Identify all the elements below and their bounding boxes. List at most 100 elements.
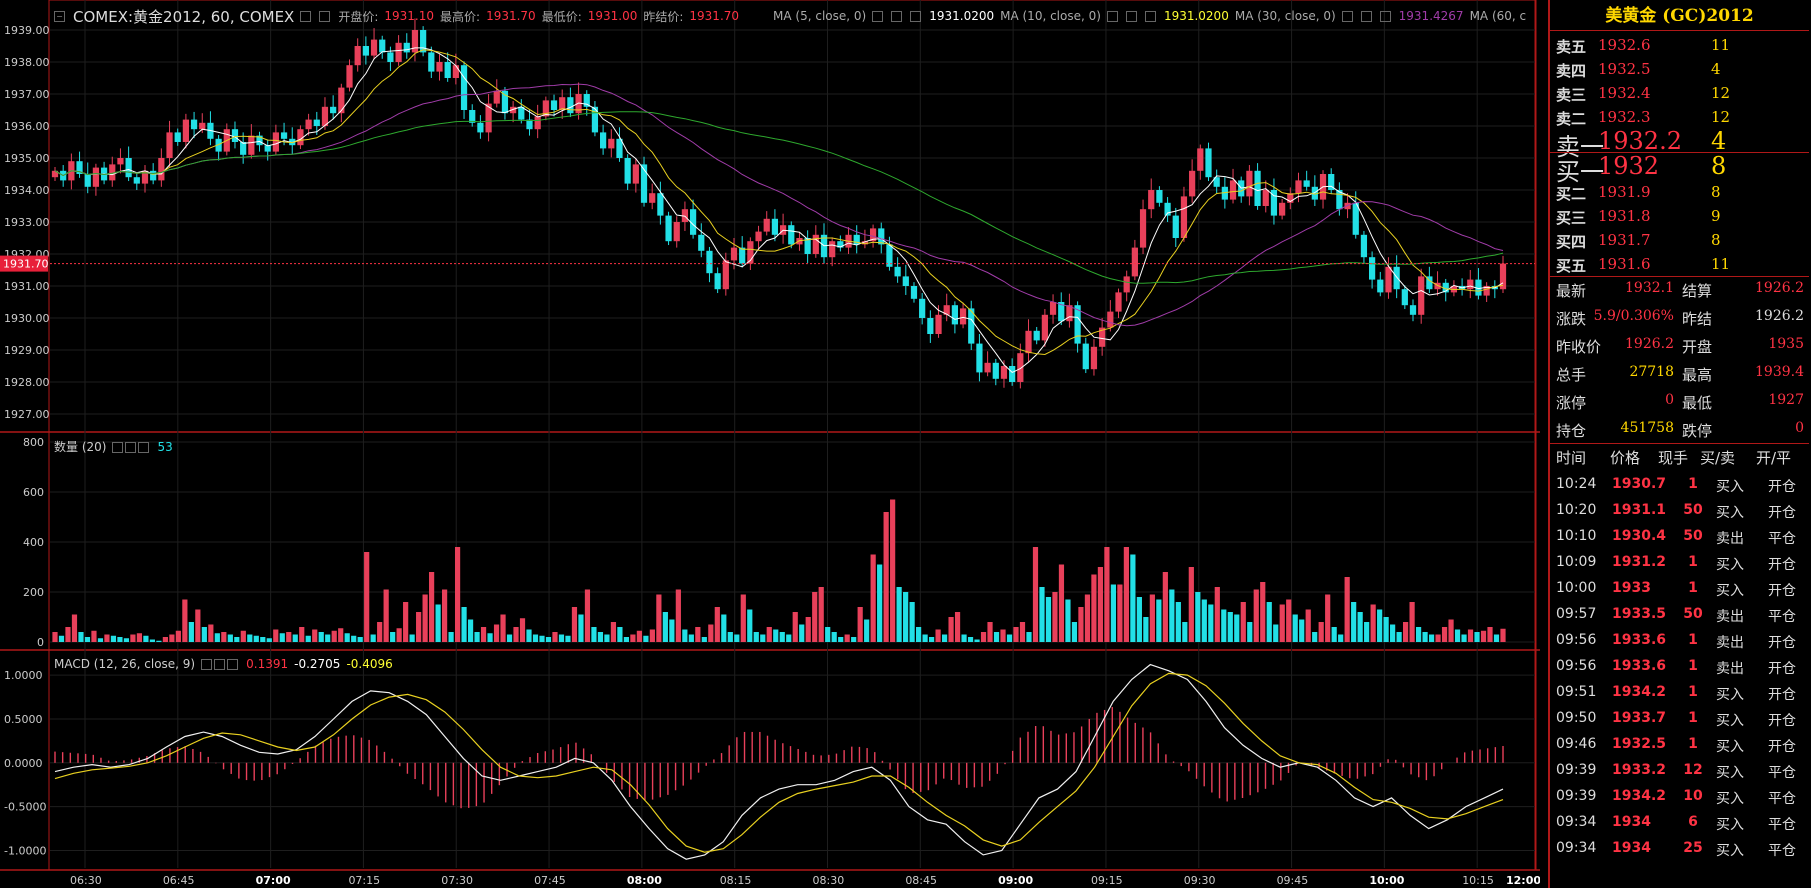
trade-row[interactable]: 09:39 1933.2 12 买入 平仓 xyxy=(1556,762,1806,788)
chart-area[interactable]: 1939.00 1938.00 1937.00 1936.00 1935.00 1934.… xyxy=(0,0,1540,888)
trades-header: 时间 价格 现手 买/卖 开/平 xyxy=(1550,447,1809,469)
stat-k2: 跌停 xyxy=(1682,422,1713,440)
candle xyxy=(559,97,566,110)
trade-row[interactable]: 10:10 1930.4 50 卖出 平仓 xyxy=(1556,528,1806,554)
volume-bar xyxy=(480,627,487,642)
trade-o: 开仓 xyxy=(1768,635,1796,651)
candle xyxy=(1401,289,1408,306)
trade-o: 开仓 xyxy=(1768,661,1796,677)
main-chart-svg[interactable]: 1939.00 1938.00 1937.00 1936.00 1935.00 1934.… xyxy=(0,0,1540,888)
ask-row-qty: 12 xyxy=(1711,108,1731,126)
ask-row-price: 1932.6 xyxy=(1598,36,1651,54)
settings-icon[interactable] xyxy=(201,659,213,670)
candle xyxy=(804,238,811,254)
candle xyxy=(1336,190,1343,210)
visibility-icon[interactable] xyxy=(319,10,331,22)
candle xyxy=(1025,330,1032,354)
macd-value-3: -0.4096 xyxy=(346,657,393,671)
candle xyxy=(1483,286,1490,296)
volume-bar xyxy=(993,632,1000,642)
settings-icon[interactable] xyxy=(300,10,312,22)
volume-bar xyxy=(279,633,285,642)
candle xyxy=(1385,266,1392,293)
volume-bar xyxy=(286,632,292,642)
settings-icon[interactable] xyxy=(112,441,124,453)
close-icon[interactable] xyxy=(227,659,239,670)
stat-row: 涨跌 5.9/0.306% 昨结 1926.2 xyxy=(1556,308,1806,334)
visibility-icon[interactable] xyxy=(891,10,903,22)
settings-icon[interactable] xyxy=(1341,10,1353,22)
ask-row[interactable]: 卖二 1932.3 12 xyxy=(1556,108,1806,131)
volume-bar xyxy=(1032,547,1039,642)
ma30-value: 1931.4267 xyxy=(1398,9,1464,23)
volume-bar xyxy=(1195,592,1201,642)
trade-row[interactable]: 10:20 1931.1 50 买入 开仓 xyxy=(1556,502,1806,528)
trade-row[interactable]: 10:00 1933 1 买入 开仓 xyxy=(1556,580,1806,606)
volume-bar xyxy=(1234,614,1240,642)
volume-bar xyxy=(1403,622,1409,642)
ask-row-best[interactable]: 卖一 1932.2 4 xyxy=(1556,127,1806,161)
close-icon[interactable] xyxy=(1144,10,1156,22)
trade-p: 1932.5 xyxy=(1612,736,1667,752)
volume-bar xyxy=(695,627,701,642)
trade-row[interactable]: 09:46 1932.5 1 买入 开仓 xyxy=(1556,736,1806,762)
candle xyxy=(1131,247,1138,277)
trade-row[interactable]: 09:56 1933.6 1 卖出 开仓 xyxy=(1556,632,1806,658)
volume-bar xyxy=(974,639,980,642)
candle xyxy=(452,65,459,78)
visibility-icon[interactable] xyxy=(1125,10,1137,22)
volume-bar xyxy=(1480,630,1487,642)
candle xyxy=(591,106,599,133)
candle xyxy=(910,286,918,299)
collapse-icon[interactable]: − xyxy=(54,10,65,22)
trade-row[interactable]: 09:39 1934.2 10 买入 平仓 xyxy=(1556,788,1806,814)
visibility-icon[interactable] xyxy=(1360,10,1372,22)
ask-row[interactable]: 卖五 1932.6 11 xyxy=(1556,36,1806,59)
ask-row[interactable]: 卖三 1932.4 12 xyxy=(1556,84,1806,107)
volume-bar xyxy=(526,629,532,642)
stat-k2: 开盘 xyxy=(1682,338,1713,356)
time-tick-label: 06:45 xyxy=(163,874,195,887)
settings-icon[interactable] xyxy=(872,10,884,22)
bid-row[interactable]: 买五 1931.6 11 xyxy=(1556,255,1806,278)
trade-row[interactable]: 09:50 1933.7 1 买入 开仓 xyxy=(1556,710,1806,736)
ask-row-qty: 11 xyxy=(1711,36,1731,54)
visibility-icon[interactable] xyxy=(125,441,137,453)
candle xyxy=(190,119,198,130)
trade-row[interactable]: 10:09 1931.2 1 买入 开仓 xyxy=(1556,554,1806,580)
trade-row[interactable]: 09:56 1933.6 1 卖出 开仓 xyxy=(1556,658,1806,684)
bid-row[interactable]: 买二 1931.9 8 xyxy=(1556,183,1806,206)
trade-row[interactable]: 09:51 1934.2 1 买入 开仓 xyxy=(1556,684,1806,710)
ask-row-price: 1932.3 xyxy=(1598,108,1651,126)
volume-bar xyxy=(708,624,714,642)
close-icon[interactable] xyxy=(910,10,922,22)
trade-o: 平仓 xyxy=(1768,791,1796,807)
volume-bar xyxy=(299,627,305,642)
volume-bar xyxy=(1058,564,1065,642)
bid-row-best[interactable]: 买一 1932 8 xyxy=(1556,152,1806,186)
trade-row[interactable]: 09:34 1934 6 买入 平仓 xyxy=(1556,814,1806,840)
volume-bar xyxy=(1331,627,1337,642)
volume-bar xyxy=(903,592,909,642)
trade-v: 10 xyxy=(1683,788,1703,804)
visibility-icon[interactable] xyxy=(214,659,226,670)
volume-bar xyxy=(1305,609,1311,642)
close-icon[interactable] xyxy=(138,441,150,453)
candle xyxy=(1074,305,1081,344)
bid-row-price: 1931.7 xyxy=(1598,231,1651,249)
candle xyxy=(534,116,541,130)
candle xyxy=(1352,202,1359,235)
bid-row[interactable]: 买三 1931.8 9 xyxy=(1556,207,1806,230)
volume-bar xyxy=(117,637,123,642)
trade-v: 6 xyxy=(1688,814,1698,830)
settings-icon[interactable] xyxy=(1106,10,1118,22)
trade-row[interactable]: 10:24 1930.7 1 买入 开仓 xyxy=(1556,476,1806,502)
ask-row[interactable]: 卖四 1932.5 4 xyxy=(1556,60,1806,83)
bid-row[interactable]: 买四 1931.7 8 xyxy=(1556,231,1806,254)
stat-v2: 0 xyxy=(1795,420,1804,436)
close-icon[interactable] xyxy=(1379,10,1391,22)
trade-row[interactable]: 09:57 1933.5 50 卖出 平仓 xyxy=(1556,606,1806,632)
trade-row[interactable]: 09:34 1934 25 买入 平仓 xyxy=(1556,840,1806,866)
volume-bar xyxy=(1338,634,1344,642)
volume-bar xyxy=(980,632,987,642)
